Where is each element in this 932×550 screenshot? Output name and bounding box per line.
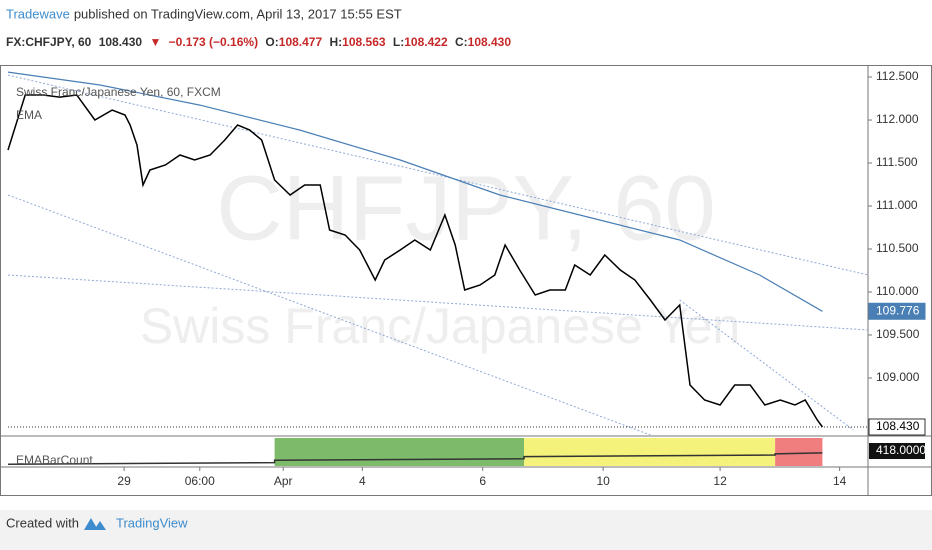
y-tick-label: 111.500 <box>876 155 918 169</box>
trend-line <box>7 74 868 276</box>
symbol: FX:CHFJPY, 60 <box>6 35 92 49</box>
footer-prefix: Created with <box>6 515 79 530</box>
series-line <box>7 71 823 312</box>
low-label: L: <box>393 35 404 49</box>
high-label: H: <box>330 35 343 49</box>
x-tick-label: 14 <box>833 474 847 488</box>
x-tick-label: 12 <box>713 474 727 488</box>
low: 108.422 <box>404 35 448 49</box>
zone <box>775 438 823 466</box>
quote-line: FX:CHFJPY, 60 108.430 ▼ −0.173 (−0.16%) … <box>6 35 511 49</box>
y-tick-label: 112.500 <box>876 69 919 83</box>
author[interactable]: Tradewave <box>6 6 70 21</box>
watermark-subtitle: Swiss Franc/Japanese Yen <box>140 298 740 354</box>
legend-main: Swiss Franc/Japanese Yen, 60, FXCM <box>16 85 221 99</box>
y-tick-label: 109.500 <box>876 327 920 341</box>
price-label-box <box>868 302 926 320</box>
legend-ema: EMA <box>16 108 42 122</box>
x-tick-label: 6 <box>479 474 486 488</box>
y-tick-label: 112.000 <box>876 112 919 126</box>
price-label: 108.430 <box>876 419 920 433</box>
zone <box>524 438 776 466</box>
close-label: C: <box>455 35 468 49</box>
zone <box>274 438 524 466</box>
indicator-value: 418.0000 <box>876 443 926 457</box>
series-line <box>7 94 824 428</box>
high: 108.563 <box>342 35 386 49</box>
footer-brand[interactable]: TradingView <box>116 515 188 530</box>
y-tick-label: 111.000 <box>876 198 918 212</box>
footer-bg <box>0 510 932 550</box>
arrow: ▼ <box>149 35 161 49</box>
x-tick-label: 29 <box>117 474 131 488</box>
y-tick-label: 110.500 <box>876 241 919 255</box>
last: 108.430 <box>99 35 143 49</box>
x-tick-label: 10 <box>596 474 610 488</box>
x-tick-label: Apr <box>274 474 293 488</box>
x-tick-label: 06:00 <box>185 474 215 488</box>
price-label-box <box>868 418 926 436</box>
watermark: CHFJPY, 60 <box>216 157 715 259</box>
plot: 112.500 112.000 111.500 111.000 110.500 110.0… <box>7 69 926 488</box>
open: 108.477 <box>279 35 323 49</box>
y-tick-label: 109.000 <box>876 370 920 384</box>
change: −0.173 (−0.16%) <box>169 35 258 49</box>
indicator-value-box <box>869 443 925 459</box>
trend-line <box>679 299 854 431</box>
close: 108.430 <box>468 35 512 49</box>
price-label: 109.776 <box>876 303 920 317</box>
x-tick-label: 4 <box>359 474 366 488</box>
open-label: O: <box>265 35 278 49</box>
logo <box>84 518 106 530</box>
y-tick-label: 110.000 <box>876 284 919 298</box>
indicator-name: EMABarCount <box>16 453 93 467</box>
indicator-line <box>7 452 823 466</box>
published: published on TradingView.com, April 13, … <box>74 6 402 21</box>
